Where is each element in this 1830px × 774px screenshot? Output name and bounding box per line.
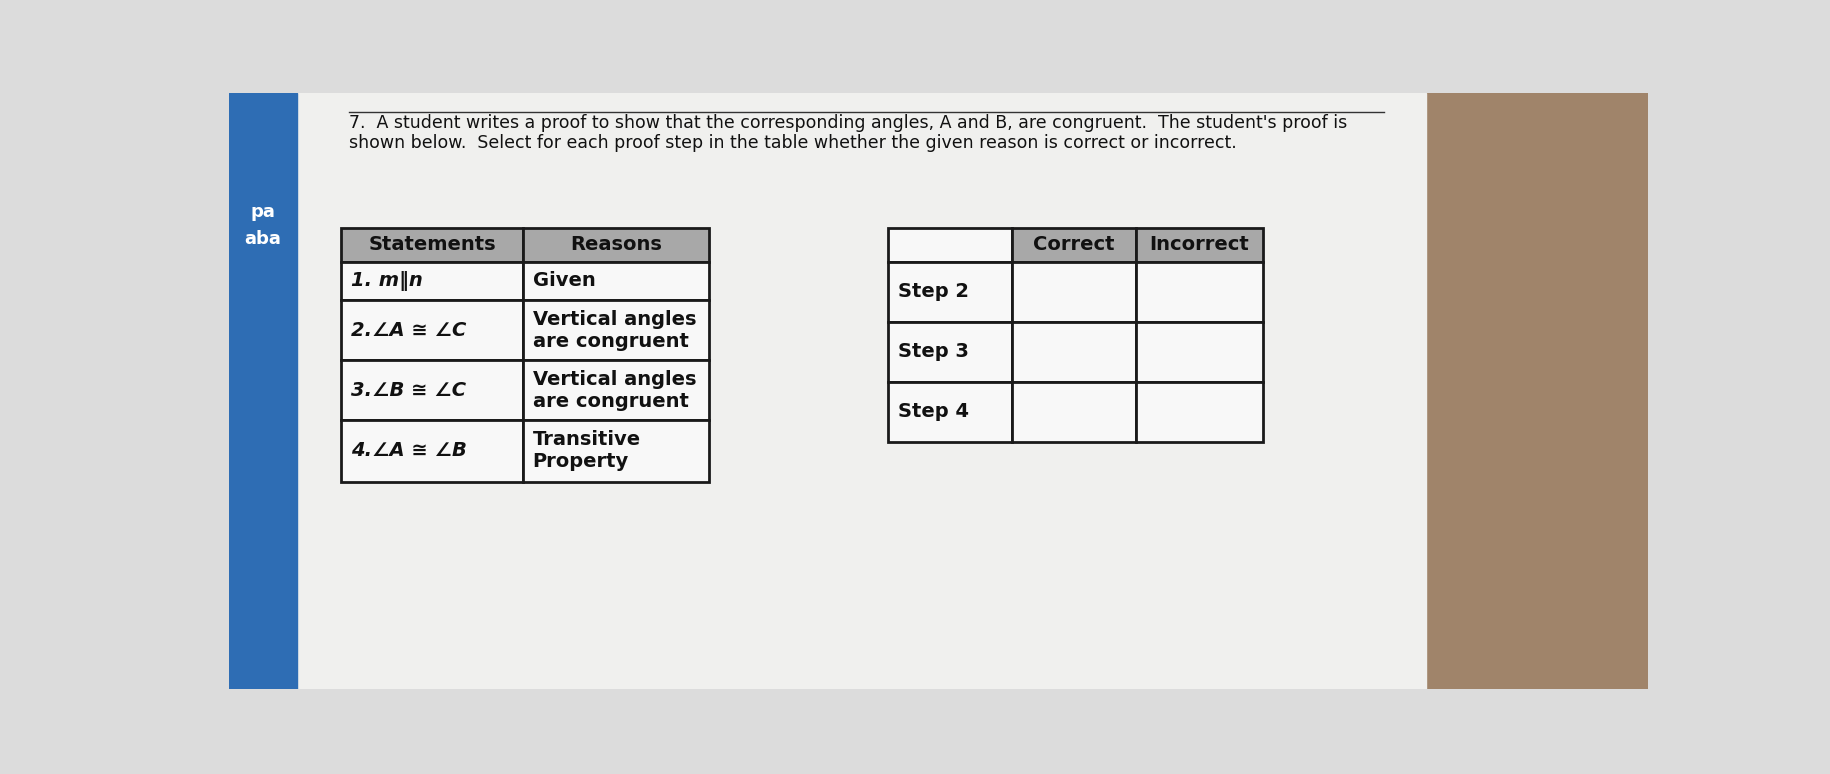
Bar bbox=[340, 262, 523, 300]
Text: Incorrect: Incorrect bbox=[1149, 235, 1248, 254]
Bar bbox=[340, 420, 523, 481]
Bar bbox=[1135, 262, 1263, 321]
Bar bbox=[523, 228, 708, 262]
Bar bbox=[1135, 228, 1263, 262]
Bar bbox=[523, 420, 708, 481]
Bar bbox=[340, 360, 523, 420]
Text: pa: pa bbox=[251, 204, 274, 221]
Bar bbox=[1135, 321, 1263, 382]
Text: aba: aba bbox=[245, 230, 282, 248]
Text: Transitive
Property: Transitive Property bbox=[533, 430, 640, 471]
Text: Vertical angles
are congruent: Vertical angles are congruent bbox=[533, 310, 695, 351]
Text: 7.  A student writes a proof to show that the corresponding angles, A and B, are: 7. A student writes a proof to show that… bbox=[350, 115, 1347, 132]
Bar bbox=[888, 382, 1010, 442]
Text: Given: Given bbox=[533, 271, 595, 290]
Text: Reasons: Reasons bbox=[571, 235, 662, 254]
Bar bbox=[340, 300, 523, 360]
Bar bbox=[523, 262, 708, 300]
Bar bbox=[1010, 262, 1135, 321]
Bar bbox=[1010, 382, 1135, 442]
Text: Vertical angles
are congruent: Vertical angles are congruent bbox=[533, 370, 695, 410]
Bar bbox=[523, 300, 708, 360]
Bar bbox=[888, 321, 1010, 382]
Text: Step 2: Step 2 bbox=[899, 282, 968, 301]
Bar bbox=[523, 360, 708, 420]
Bar bbox=[340, 228, 523, 262]
Bar bbox=[1010, 228, 1135, 262]
Text: 3.∠B ≅ ∠C: 3.∠B ≅ ∠C bbox=[350, 381, 465, 399]
Text: Correct: Correct bbox=[1032, 235, 1114, 254]
Bar bbox=[229, 93, 296, 689]
Text: 4.∠A ≅ ∠B: 4.∠A ≅ ∠B bbox=[350, 441, 467, 461]
Text: 1. m‖n: 1. m‖n bbox=[350, 271, 423, 291]
Text: 2.∠A ≅ ∠C: 2.∠A ≅ ∠C bbox=[350, 320, 465, 340]
Text: Step 3: Step 3 bbox=[899, 342, 968, 361]
Text: shown below.  Select for each proof step in the table whether the given reason i: shown below. Select for each proof step … bbox=[350, 135, 1235, 152]
Bar bbox=[1415, 93, 1647, 689]
Bar bbox=[295, 93, 1426, 689]
Bar bbox=[888, 228, 1010, 262]
Text: Step 4: Step 4 bbox=[899, 402, 968, 421]
Bar bbox=[1135, 382, 1263, 442]
Bar bbox=[888, 262, 1010, 321]
Bar bbox=[1010, 321, 1135, 382]
Text: Statements: Statements bbox=[368, 235, 496, 254]
